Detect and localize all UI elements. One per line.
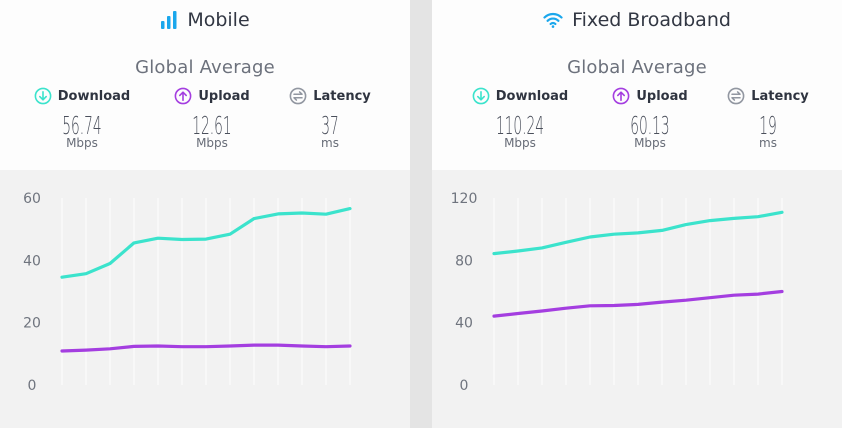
mobile-latency-metric: Latency 37 ms [262, 87, 398, 150]
download-label: Download [57, 88, 131, 104]
signal-bars-icon [160, 11, 178, 29]
fixed-download-metric: Download 110.24 Mbps [452, 87, 588, 150]
mobile-upload-metric: Upload 12.61 Mbps [144, 87, 280, 150]
fixed-title: Fixed Broadband [572, 9, 731, 31]
latency-value: 19 [759, 111, 777, 140]
y-tick-label: 40 [23, 253, 41, 269]
latency-arrows-icon [727, 87, 745, 105]
mobile-panel: Mobile Global Average Download 56.74 Mbp… [0, 0, 410, 428]
wifi-icon [543, 12, 563, 28]
upload-arrow-icon [174, 87, 192, 105]
upload-unit: Mbps [634, 136, 666, 150]
download-value: 56.74 [62, 111, 102, 140]
mobile-subtitle: Global Average [135, 57, 275, 78]
upload-value: 12.61 [192, 111, 232, 140]
upload-label: Upload [198, 88, 250, 104]
download-unit: Mbps [66, 136, 98, 150]
fixed-upload-metric: Upload 60.13 Mbps [582, 87, 718, 150]
latency-unit: ms [759, 136, 777, 150]
upload-arrow-icon [612, 87, 630, 105]
upload-value: 60.13 [630, 111, 670, 140]
fixed-line-chart: 0 40 80 120 [451, 191, 784, 394]
y-tick-label: 60 [23, 191, 41, 207]
download-arrow-icon [472, 87, 490, 105]
y-tick-label: 120 [451, 191, 478, 207]
download-value: 110.24 [495, 111, 545, 140]
latency-value: 37 [321, 111, 339, 140]
download-unit: Mbps [504, 136, 536, 150]
y-tick-label: 40 [455, 316, 473, 332]
mobile-title-row: Mobile [0, 9, 410, 31]
mobile-header: Mobile Global Average Download 56.74 Mbp… [0, 0, 410, 170]
latency-label: Latency [313, 88, 371, 104]
fixed-title-row: Fixed Broadband [432, 9, 842, 31]
fixed-subtitle: Global Average [567, 57, 707, 78]
y-tick-label: 0 [460, 378, 469, 394]
download-arrow-icon [34, 87, 52, 105]
y-tick-label: 80 [455, 253, 473, 269]
y-tick-label: 20 [23, 316, 41, 332]
latency-unit: ms [321, 136, 339, 150]
latency-arrows-icon [289, 87, 307, 105]
mobile-line-chart: 0 20 40 60 [23, 191, 352, 394]
upload-label: Upload [636, 88, 688, 104]
download-label: Download [495, 88, 569, 104]
mobile-download-metric: Download 56.74 Mbps [14, 87, 150, 150]
fixed-panel: Fixed Broadband Global Average Download … [432, 0, 842, 428]
mobile-title: Mobile [187, 9, 250, 31]
latency-label: Latency [751, 88, 809, 104]
fixed-header: Fixed Broadband Global Average Download … [432, 0, 842, 170]
upload-unit: Mbps [196, 136, 228, 150]
fixed-latency-metric: Latency 19 ms [700, 87, 836, 150]
y-tick-label: 0 [28, 378, 37, 394]
